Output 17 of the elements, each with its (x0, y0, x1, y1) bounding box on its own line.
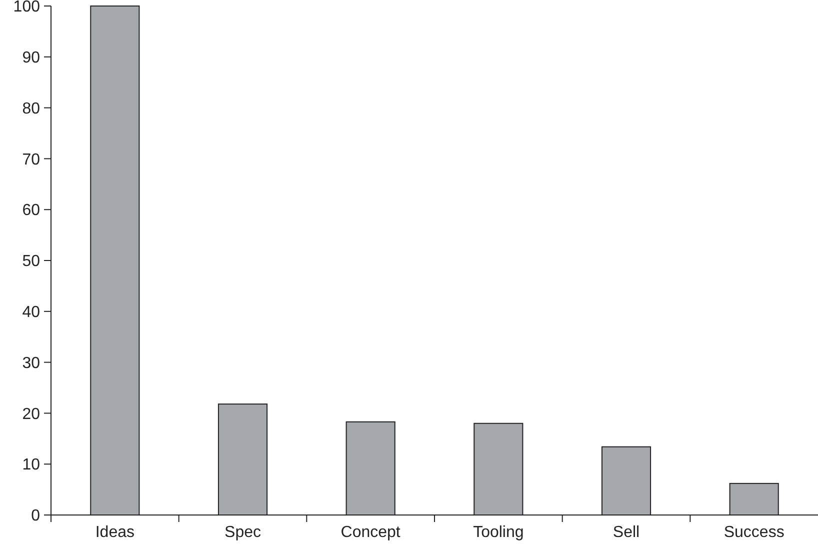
y-tick-label: 100 (13, 0, 40, 16)
x-tick-label: Tooling (473, 524, 524, 541)
y-tick-label: 30 (22, 354, 40, 372)
y-tick-label: 70 (22, 151, 40, 168)
y-tick-label: 40 (22, 304, 40, 321)
y-tick-label: 0 (31, 508, 40, 525)
x-tick-label: Ideas (95, 524, 134, 541)
y-tick-label: 90 (22, 50, 40, 66)
x-tick-label: Spec (224, 524, 261, 541)
y-tick-label: 80 (22, 100, 40, 118)
y-tick-label: 20 (22, 406, 40, 423)
x-tick-label: Success (724, 524, 784, 541)
y-tick-label: 50 (22, 253, 40, 270)
y-tick-label: 60 (22, 202, 40, 220)
x-tick-label: Concept (340, 524, 401, 541)
x-tick-label: Sell (612, 524, 640, 541)
y-tick-label: 10 (22, 456, 40, 474)
